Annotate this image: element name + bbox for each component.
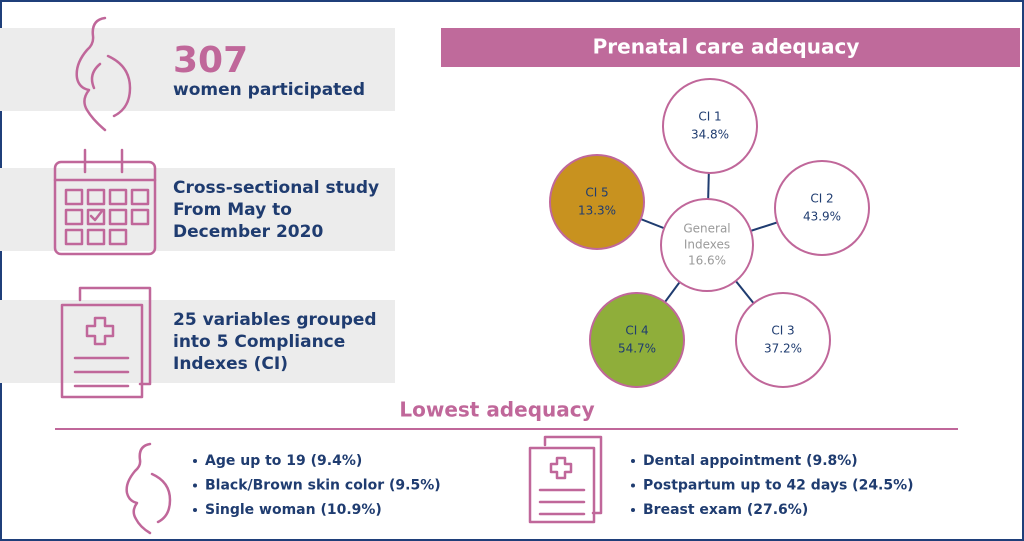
bullet — [631, 483, 635, 488]
stat-text: From May to — [173, 200, 292, 220]
ci-node — [549, 154, 645, 250]
ci-label: CI 1 — [698, 110, 721, 124]
ci-value: 34.8% — [691, 128, 729, 142]
list-item: Postpartum up to 42 days (24.5%) — [643, 478, 914, 494]
ci-label: CI 5 — [585, 186, 608, 200]
center-label: General — [683, 222, 730, 236]
list-item: Black/Brown skin color (9.5%) — [205, 478, 441, 494]
list-item: Age up to 19 (9.4%) — [205, 453, 362, 469]
list-item: Single woman (10.9%) — [205, 502, 382, 518]
bullet — [193, 483, 197, 488]
document-icon — [60, 286, 152, 399]
section-title: Prenatal care adequacy — [593, 35, 860, 59]
stat-text: Indexes (CI) — [173, 354, 288, 374]
ci-value: 13.3% — [578, 204, 616, 218]
stat-box — [0, 300, 395, 383]
stat-number: 307 — [173, 40, 248, 81]
ci-value: 37.2% — [764, 342, 802, 356]
ci-node — [735, 292, 831, 388]
title-bar — [441, 28, 1020, 67]
center-node — [660, 198, 754, 292]
center-label: Indexes — [684, 238, 730, 252]
bullet — [193, 459, 197, 463]
center-value: 16.6% — [688, 254, 726, 268]
ci-label: CI 3 — [771, 324, 794, 338]
ci-node — [589, 292, 685, 388]
stat-text: December 2020 — [173, 222, 323, 242]
list-item: Dental appointment (9.8%) — [643, 453, 858, 469]
stat-text: 25 variables grouped — [173, 310, 377, 330]
ci-node — [774, 160, 870, 256]
section-title: Lowest adequacy — [399, 398, 594, 422]
ci-node — [662, 78, 758, 174]
stat-box — [0, 28, 395, 111]
woman-icon — [125, 442, 172, 535]
calendar-icon — [53, 148, 157, 256]
ci-label: CI 2 — [810, 192, 833, 206]
stat-text: women participated — [173, 80, 365, 100]
bullet — [193, 508, 197, 512]
stat-text: into 5 Compliance — [173, 332, 345, 352]
document-icon — [528, 435, 603, 524]
stat-text: Cross-sectional study — [173, 178, 379, 198]
woman-icon — [75, 16, 132, 132]
list-item: Breast exam (27.6%) — [643, 502, 808, 518]
bullet — [631, 508, 635, 512]
ci-value: 54.7% — [618, 342, 656, 356]
bullet — [631, 459, 635, 463]
ci-label: CI 4 — [625, 324, 648, 338]
ci-value: 43.9% — [803, 210, 841, 224]
